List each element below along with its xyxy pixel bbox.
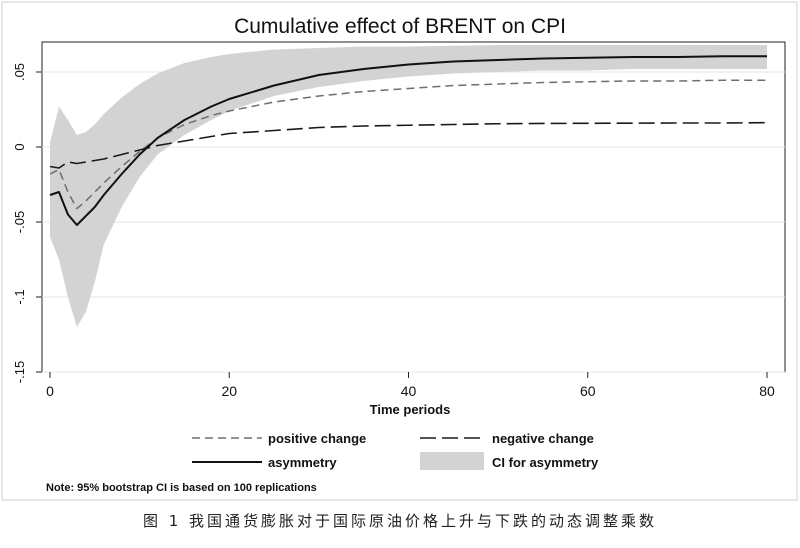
y-tick-label: -.15 xyxy=(12,361,27,383)
x-tick-label: 80 xyxy=(759,383,775,399)
x-tick-label: 60 xyxy=(580,383,596,399)
y-tick-label: -.1 xyxy=(12,289,27,304)
legend-swatch-ci xyxy=(420,452,484,470)
legend-label-ci: CI for asymmetry xyxy=(492,455,599,470)
axes: 0 20 40 60 80 .05 0 -.05 -.1 -.15 xyxy=(12,63,775,399)
legend: positive change negative change asymmetr… xyxy=(192,431,599,470)
y-tick-label: .05 xyxy=(12,63,27,81)
legend-label-negative-change: negative change xyxy=(492,431,594,446)
y-tick-label: 0 xyxy=(12,143,27,150)
series-line-negative-change xyxy=(49,121,768,169)
chart-note: Note: 95% bootstrap CI is based on 100 r… xyxy=(46,482,317,494)
legend-label-asymmetry: asymmetry xyxy=(268,455,337,470)
series-lines xyxy=(49,55,768,226)
y-tick-label: -.05 xyxy=(12,211,27,233)
series-line-asymmetry xyxy=(49,55,767,226)
legend-label-positive-change: positive change xyxy=(268,431,366,446)
x-tick-label: 0 xyxy=(46,383,54,399)
x-tick-label: 40 xyxy=(401,383,417,399)
figure-caption: 图 1 我国通货膨胀对于国际原油价格上升与下跌的动态调整乘数 xyxy=(142,512,658,530)
x-axis-label: Time periods xyxy=(370,402,451,417)
x-tick-label: 20 xyxy=(221,383,237,399)
chart-title: Cumulative effect of BRENT on CPI xyxy=(234,15,566,38)
series-line-positive-change xyxy=(49,79,767,210)
figure-frame xyxy=(1,1,798,501)
